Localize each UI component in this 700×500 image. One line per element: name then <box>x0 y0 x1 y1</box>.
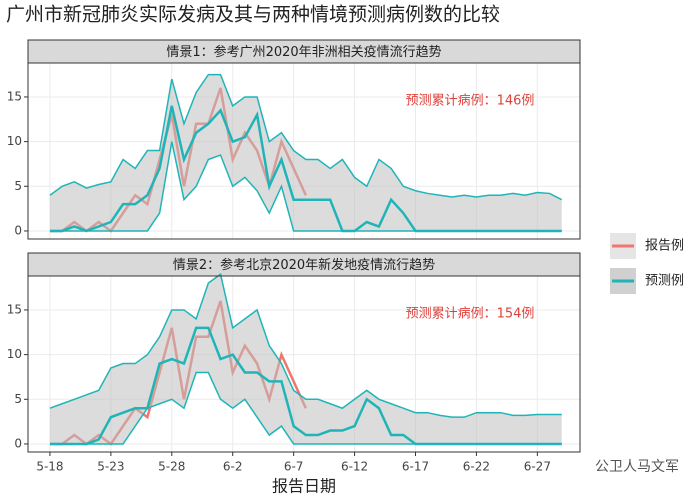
y-tick-label: 0 <box>14 223 22 237</box>
x-tick-label: 6-7 <box>284 460 304 474</box>
x-tick-label: 6-17 <box>402 460 429 474</box>
x-axis-label: 报告日期 <box>272 477 336 496</box>
strip-label: 情景2：参考北京2020年新发地疫情流行趋势 <box>173 257 435 273</box>
y-tick-label: 10 <box>7 347 22 361</box>
x-tick-label: 5-23 <box>97 460 124 474</box>
legend-label: 报告例 <box>645 239 684 254</box>
x-tick-label: 6-22 <box>463 460 490 474</box>
band-upper <box>49 73 563 201</box>
series-line <box>49 105 562 233</box>
legend-label: 预测例 <box>645 274 684 289</box>
y-tick-label: 0 <box>14 436 22 450</box>
x-tick-label: 5-28 <box>158 460 185 474</box>
chart-title: 广州市新冠肺炎实际发病及其与两种情境预测病例数的比较 <box>6 4 500 26</box>
prediction-band <box>49 274 562 444</box>
annotation: 预测累计病例：146例 <box>406 94 535 109</box>
y-tick-label: 15 <box>7 302 22 316</box>
x-tick-label: 6-12 <box>341 460 368 474</box>
prediction-band <box>49 74 562 231</box>
strip-label: 情景1：参考广州2020年非洲相关疫情流行趋势 <box>166 44 441 60</box>
x-tick-label: 6-27 <box>524 460 551 474</box>
y-tick-label: 10 <box>7 134 22 148</box>
y-tick-label: 5 <box>14 179 22 193</box>
y-tick-label: 5 <box>14 392 22 406</box>
plot-border <box>27 62 581 240</box>
plot-border <box>27 275 581 453</box>
series-line <box>49 326 562 446</box>
y-tick-label: 15 <box>7 89 22 103</box>
x-tick-label: 5-18 <box>36 460 63 474</box>
x-tick-label: 6-2 <box>223 460 243 474</box>
watermark: 公卫人马文军 <box>595 459 679 475</box>
band-upper <box>49 272 562 418</box>
annotation: 预测累计病例：154例 <box>406 307 535 322</box>
